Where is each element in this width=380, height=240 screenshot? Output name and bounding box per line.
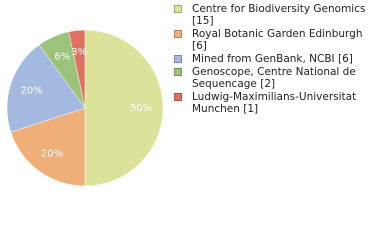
legend-entry: Centre for Biodiversity Genomics [15]	[174, 3, 374, 27]
legend-label: Mined from GenBank, NCBI [6]	[192, 53, 353, 65]
pie-slice	[6, 44, 86, 133]
legend-entry: Royal Botanic Garden Edinburgh [6]	[174, 28, 374, 52]
legend-label: Royal Botanic Garden Edinburgh [6]	[192, 28, 363, 52]
pie-slice	[84, 29, 164, 187]
legend-label: Genoscope, Centre National de Sequencage…	[192, 66, 356, 90]
legend-entry: Ludwig-Maximilians-Universitat Munchen […	[174, 91, 374, 115]
legend-swatch	[174, 55, 182, 63]
legend-label: Centre for Biodiversity Genomics [15]	[192, 3, 366, 27]
pie-chart: 50% 20% 20% 6% 3%	[6, 29, 164, 187]
slice-label: 3%	[71, 47, 87, 58]
legend-entry: Genoscope, Centre National de Sequencage…	[174, 66, 374, 90]
slice-label: 50%	[130, 103, 152, 114]
legend-swatch	[174, 93, 182, 101]
slice-label: 6%	[54, 52, 70, 63]
legend-swatch	[174, 30, 182, 38]
pie-slice	[10, 107, 86, 187]
pie-slice	[68, 29, 86, 109]
legend-label: Ludwig-Maximilians-Universitat Munchen […	[192, 91, 357, 115]
slice-label: 20%	[20, 86, 42, 97]
legend-entry: Mined from GenBank, NCBI [6]	[174, 53, 374, 65]
legend-swatch	[174, 5, 182, 13]
slice-label: 20%	[41, 148, 63, 159]
legend: Centre for Biodiversity Genomics [15] Roy…	[174, 3, 374, 115]
legend-swatch	[174, 68, 182, 76]
